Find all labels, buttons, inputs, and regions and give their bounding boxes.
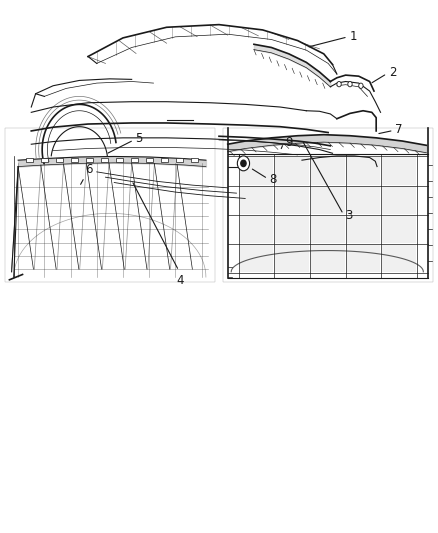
Text: 9: 9 bbox=[285, 135, 293, 149]
Bar bbox=[382, 157, 416, 185]
Bar bbox=[86, 158, 93, 163]
Bar bbox=[240, 157, 273, 185]
Bar bbox=[311, 244, 345, 272]
Bar bbox=[382, 215, 416, 243]
Text: 5: 5 bbox=[135, 132, 142, 146]
Bar bbox=[311, 186, 345, 214]
Bar bbox=[346, 244, 380, 272]
Bar bbox=[191, 158, 198, 163]
Bar bbox=[240, 244, 273, 272]
Bar bbox=[177, 158, 184, 163]
Bar bbox=[5, 128, 215, 282]
Text: 8: 8 bbox=[269, 173, 276, 187]
Text: 4: 4 bbox=[177, 274, 184, 287]
Bar bbox=[223, 128, 433, 282]
Bar bbox=[71, 158, 78, 163]
Bar bbox=[275, 215, 309, 243]
Bar bbox=[346, 157, 380, 185]
Bar bbox=[311, 215, 345, 243]
Bar bbox=[275, 244, 309, 272]
Circle shape bbox=[359, 83, 363, 88]
Circle shape bbox=[241, 160, 246, 166]
Circle shape bbox=[337, 82, 341, 87]
Bar bbox=[346, 215, 380, 243]
Bar bbox=[382, 244, 416, 272]
Bar bbox=[131, 158, 138, 163]
Bar bbox=[25, 158, 32, 163]
Bar bbox=[275, 157, 309, 185]
Bar bbox=[311, 157, 345, 185]
Circle shape bbox=[237, 156, 250, 171]
Bar bbox=[240, 186, 273, 214]
Bar bbox=[146, 158, 153, 163]
Bar bbox=[116, 158, 123, 163]
Bar bbox=[56, 158, 63, 163]
Text: 1: 1 bbox=[350, 30, 357, 43]
Bar bbox=[240, 215, 273, 243]
Text: 7: 7 bbox=[395, 123, 403, 136]
Bar bbox=[346, 186, 380, 214]
Text: 3: 3 bbox=[346, 209, 353, 222]
Text: 2: 2 bbox=[389, 66, 397, 79]
Text: 6: 6 bbox=[85, 163, 92, 176]
Bar bbox=[41, 158, 48, 163]
Bar bbox=[101, 158, 108, 163]
Bar bbox=[161, 158, 168, 163]
Bar bbox=[275, 186, 309, 214]
Bar bbox=[382, 186, 416, 214]
Circle shape bbox=[348, 82, 352, 87]
